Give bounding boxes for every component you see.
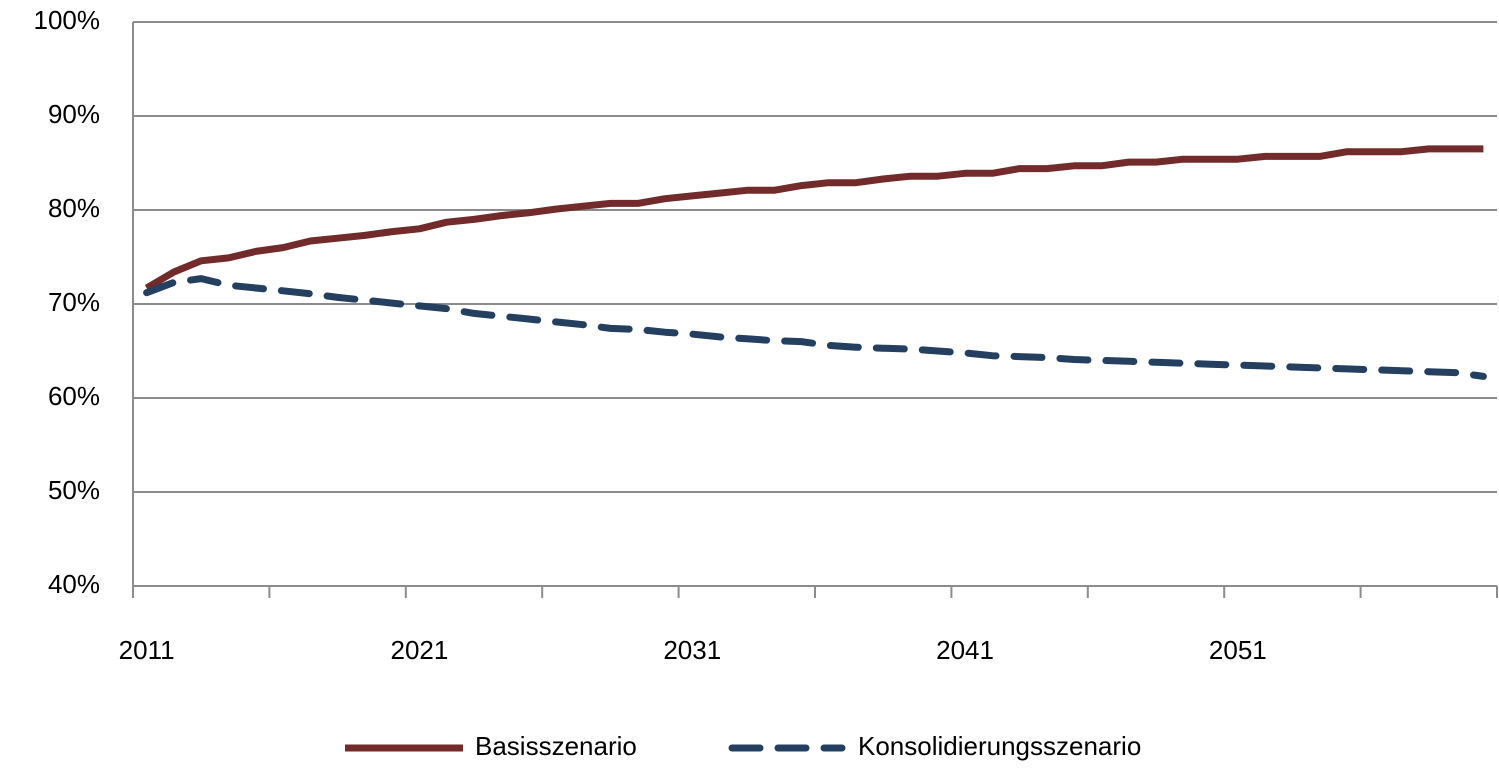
y-tick-label: 50%: [48, 475, 100, 505]
legend-label: Konsolidierungsszenario: [858, 731, 1141, 761]
x-tick-label: 2041: [936, 635, 994, 665]
y-tick-label: 100%: [34, 5, 101, 35]
x-tick-label: 2051: [1209, 635, 1267, 665]
y-tick-label: 60%: [48, 381, 100, 411]
y-tick-label: 80%: [48, 193, 100, 223]
x-tick-label: 2031: [663, 635, 721, 665]
y-tick-label: 70%: [48, 287, 100, 317]
series-line: [144, 145, 1484, 292]
x-tick-label: 2011: [119, 635, 175, 665]
legend-label: Basisszenario: [475, 731, 637, 761]
y-tick-label: 90%: [48, 99, 100, 129]
series-line: [143, 275, 1487, 380]
y-tick-label: 40%: [48, 569, 100, 599]
x-tick-label: 2021: [391, 635, 449, 665]
